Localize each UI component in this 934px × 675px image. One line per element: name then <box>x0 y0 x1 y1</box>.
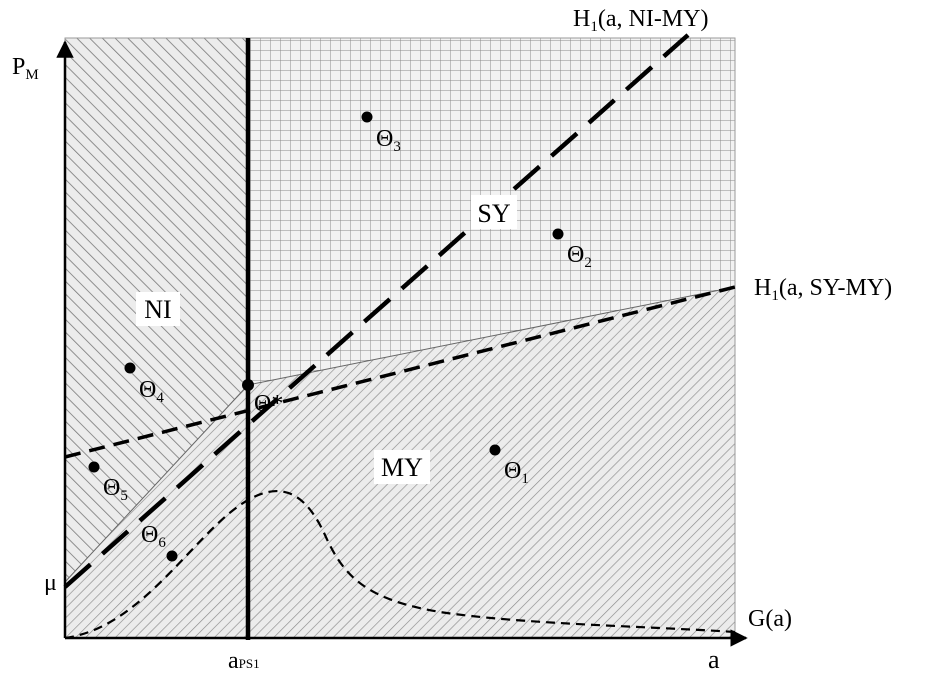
theta3-label: Θ3 <box>376 126 401 155</box>
theta1-label: Θ1 <box>504 458 529 487</box>
theta5-label: Θ5 <box>103 475 128 504</box>
points <box>88 111 564 562</box>
region-label-my: MY <box>381 453 423 482</box>
region-label-sy: SY <box>477 199 510 228</box>
y-axis-label: PM <box>12 54 39 83</box>
h1-ni-my-line <box>63 33 690 589</box>
x-axis-label: a <box>708 645 720 674</box>
theta4-point <box>124 362 136 374</box>
theta6-point <box>166 550 178 562</box>
theta2-point <box>552 228 564 240</box>
my-label-bg <box>374 450 430 484</box>
g-curve-label: G(a) <box>748 606 792 632</box>
ni-label-bg <box>136 292 180 326</box>
region-label-ni: NI <box>144 295 171 324</box>
g-curve <box>64 489 736 640</box>
theta2-label: Θ2 <box>567 242 592 271</box>
sy-label-bg <box>471 195 517 229</box>
theta-star-point <box>242 379 254 391</box>
sy-my-boundary <box>247 286 736 386</box>
theta6-label: Θ6 <box>141 522 166 551</box>
theta5-point <box>88 461 100 473</box>
h1-sy-my-line <box>64 285 736 459</box>
theta3-point <box>361 111 373 123</box>
y-tick-mu: μ <box>44 570 57 596</box>
h1-sy-my-label: H1(a, SY-MY) <box>754 275 892 304</box>
theta-star-label: Θ* <box>254 391 283 417</box>
h1-ni-my-label: H1(a, NI-MY) <box>573 6 708 35</box>
x-tick-a-ps1: aPS1 <box>228 648 260 674</box>
theta1-point <box>489 444 501 456</box>
theta4-label: Θ4 <box>139 377 164 406</box>
